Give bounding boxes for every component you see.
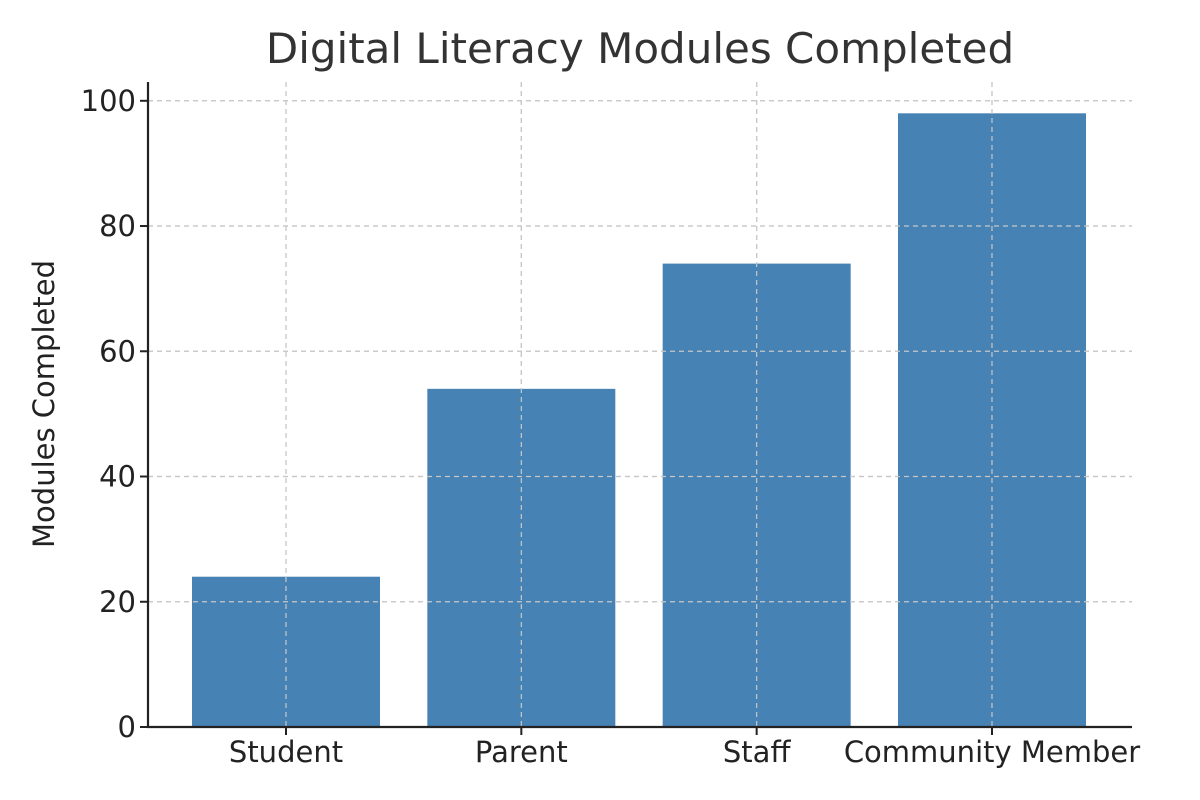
y-tick-label: 60 bbox=[99, 334, 136, 368]
axes bbox=[146, 82, 1132, 729]
y-tick-label: 40 bbox=[99, 460, 136, 494]
y-axis-label: Modules Completed bbox=[27, 260, 61, 548]
tick-labels: 0 20 40 60 80 100 Student Parent Staff Community … bbox=[81, 84, 1141, 769]
y-tick-label: 0 bbox=[118, 710, 136, 744]
x-tick-label: Staff bbox=[723, 735, 792, 769]
x-tick-label: Student bbox=[229, 735, 343, 769]
x-tick-label: Parent bbox=[475, 735, 568, 769]
x-tick-label: Community Member bbox=[844, 735, 1140, 769]
bars bbox=[148, 82, 1132, 728]
bar bbox=[662, 263, 851, 727]
y-tick-label: 80 bbox=[99, 209, 136, 243]
y-tick-label: 20 bbox=[99, 585, 136, 619]
y-tick-label: 100 bbox=[81, 84, 136, 118]
chart-title: Digital Literacy Modules Completed bbox=[266, 24, 1014, 73]
